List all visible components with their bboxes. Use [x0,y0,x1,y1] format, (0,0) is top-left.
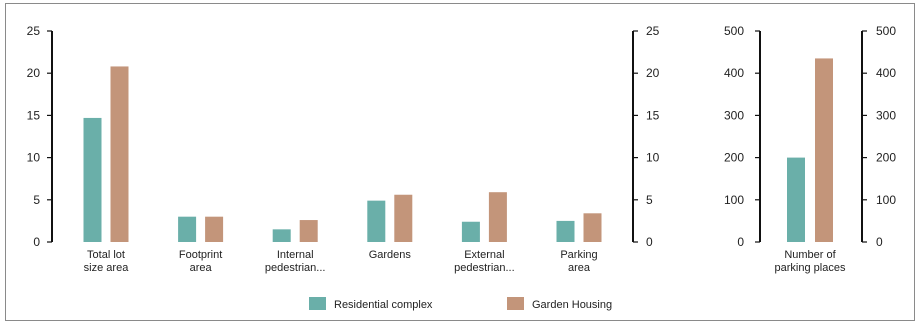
left-tick-label: 400 [724,66,744,80]
category-label: External [464,249,504,261]
bars-layer [83,58,833,243]
right-tick-label: 300 [876,108,896,122]
bar-garden [110,66,129,242]
category-label: Total lot [87,249,125,261]
axes-layer [47,30,867,243]
category-label: pedestrian... [265,262,326,274]
chart-frame [5,3,915,321]
left-tick-label: 0 [33,235,40,249]
bar-garden [205,216,224,242]
legend-swatch-garden [507,297,524,310]
bar-garden [488,192,507,242]
left-tick-label: 500 [724,24,744,38]
right-tick-label: 15 [646,108,660,122]
left-tick-label: 25 [27,24,41,38]
bar-residential [272,229,291,242]
category-label: Parking [560,249,597,261]
legend-swatch-residential [309,297,326,310]
left-tick-label: 0 [737,235,744,249]
right-tick-label: 200 [876,151,896,165]
right-tick-label: 400 [876,66,896,80]
category-label: parking places [775,262,846,274]
bar-residential [83,117,102,242]
category-label: Number of [784,249,836,261]
category-label: area [190,262,213,274]
category-label: Footprint [179,249,222,261]
left-tick-label: 200 [724,151,744,165]
left-tick-label: 10 [27,151,41,165]
right-tick-label: 25 [646,24,660,38]
bar-residential [556,220,575,242]
bar-garden [299,220,318,242]
right-tick-label: 0 [646,235,653,249]
bar-garden [815,58,833,243]
left-tick-label: 20 [27,66,41,80]
bar-residential [367,200,386,242]
right-tick-label: 500 [876,24,896,38]
left-tick-label: 100 [724,193,744,207]
right-tick-label: 5 [646,193,653,207]
legend-label: Residential complex [334,299,433,311]
bar-residential [787,157,805,242]
bar-residential [461,221,480,242]
right-tick-label: 20 [646,66,660,80]
left-tick-label: 15 [27,108,41,122]
left-tick-label: 300 [724,108,744,122]
bar-garden [394,194,413,242]
category-label: size area [84,262,130,274]
category-label: area [568,262,591,274]
right-tick-label: 100 [876,193,896,207]
bar-residential [178,216,197,242]
category-label: Internal [277,249,314,261]
legend-label: Garden Housing [532,299,612,311]
bar-garden [583,213,602,242]
right-tick-label: 0 [876,235,883,249]
right-tick-label: 10 [646,151,660,165]
left-tick-label: 5 [33,193,40,207]
legend: Residential complex Garden Housing [309,297,612,311]
category-label: pedestrian... [454,262,515,274]
category-label: Gardens [369,249,412,261]
